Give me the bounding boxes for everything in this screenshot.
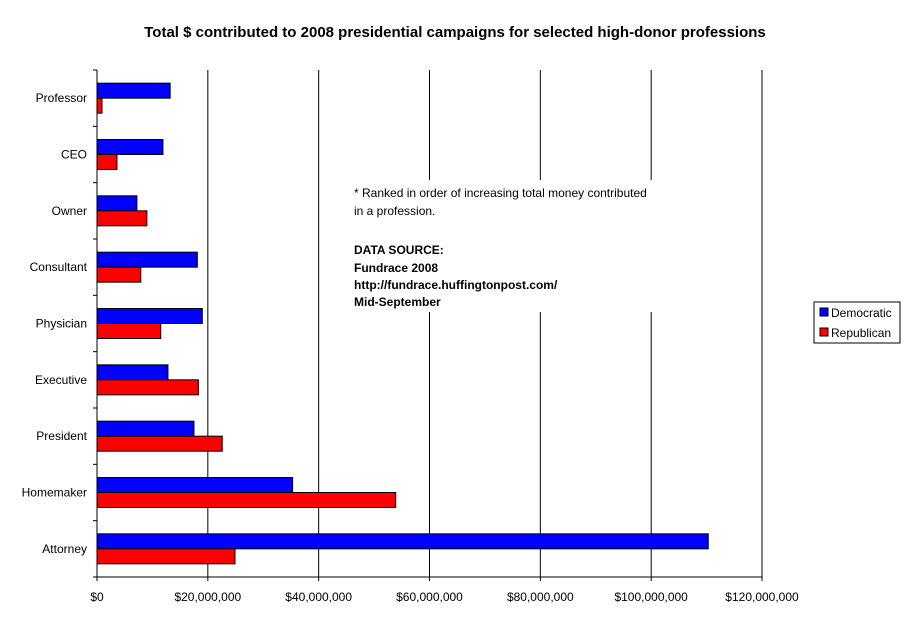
category-label: Attorney	[42, 542, 87, 556]
bar-democratic-ceo	[96, 139, 164, 155]
category-label: Consultant	[30, 260, 88, 274]
chart-title: Total $ contributed to 2008 presidential…	[144, 24, 766, 41]
annotation: * Ranked in order of increasing total mo…	[346, 180, 691, 312]
source-line-3: http://fundrace.huffingtonpost.com/	[354, 278, 558, 292]
x-tick-label: $40,000,000	[285, 590, 352, 604]
source-line-4: Mid-September	[354, 295, 441, 309]
x-tick-labels: $0 $20,000,000 $40,000,000 $60,000,000 $80,0…	[90, 590, 799, 604]
bar-democratic-homemaker	[96, 477, 294, 493]
note-line-1: * Ranked in order of increasing total mo…	[354, 186, 647, 200]
annotation-background	[346, 180, 691, 312]
x-tick-label: $20,000,000	[174, 590, 241, 604]
bar-republican-president	[96, 435, 223, 452]
bar-republican-attorney	[96, 548, 236, 565]
bar-republican-executive	[96, 379, 199, 396]
category-label: Executive	[35, 373, 87, 387]
bars	[96, 82, 709, 565]
x-tick-label: $80,000,000	[507, 590, 574, 604]
axes	[93, 69, 763, 581]
note-line-2: in a profession.	[354, 204, 435, 218]
bar-democratic-professor	[96, 82, 171, 99]
category-label: Physician	[36, 317, 87, 331]
bar-republican-homemaker	[96, 492, 397, 508]
bar-republican-professor	[96, 97, 103, 114]
bar-democratic-president	[96, 420, 195, 437]
legend: Democratic Republican	[813, 301, 901, 344]
legend-label-democratic: Democratic	[831, 306, 892, 320]
bar-republican-consultant	[96, 266, 142, 283]
bar-republican-physician	[96, 323, 162, 339]
bar-democratic-consultant	[96, 251, 198, 268]
category-label: Professor	[36, 91, 87, 105]
legend-swatch-republican	[819, 327, 829, 337]
category-labels: Professor CEO Owner Consultant Physician Exec…	[22, 91, 88, 556]
bar-democratic-attorney	[96, 533, 709, 550]
x-tick-label: $100,000,000	[614, 590, 688, 604]
category-label: Homemaker	[22, 486, 87, 500]
x-tick-label: $0	[90, 590, 104, 604]
legend-swatch-democratic	[819, 307, 829, 317]
bar-democratic-executive	[96, 364, 169, 381]
x-tick-label: $60,000,000	[396, 590, 463, 604]
source-line-1: DATA SOURCE:	[354, 243, 444, 257]
category-label: CEO	[61, 148, 87, 162]
legend-label-republican: Republican	[831, 326, 891, 340]
source-line-2: Fundrace 2008	[354, 261, 438, 275]
category-label: Owner	[52, 204, 87, 218]
bar-republican-ceo	[96, 154, 118, 170]
bar-democratic-owner	[96, 195, 138, 212]
x-tick-label: $120,000,000	[725, 590, 799, 604]
bar-democratic-physician	[96, 308, 203, 324]
bar-republican-owner	[96, 210, 148, 227]
category-label: President	[36, 429, 87, 443]
